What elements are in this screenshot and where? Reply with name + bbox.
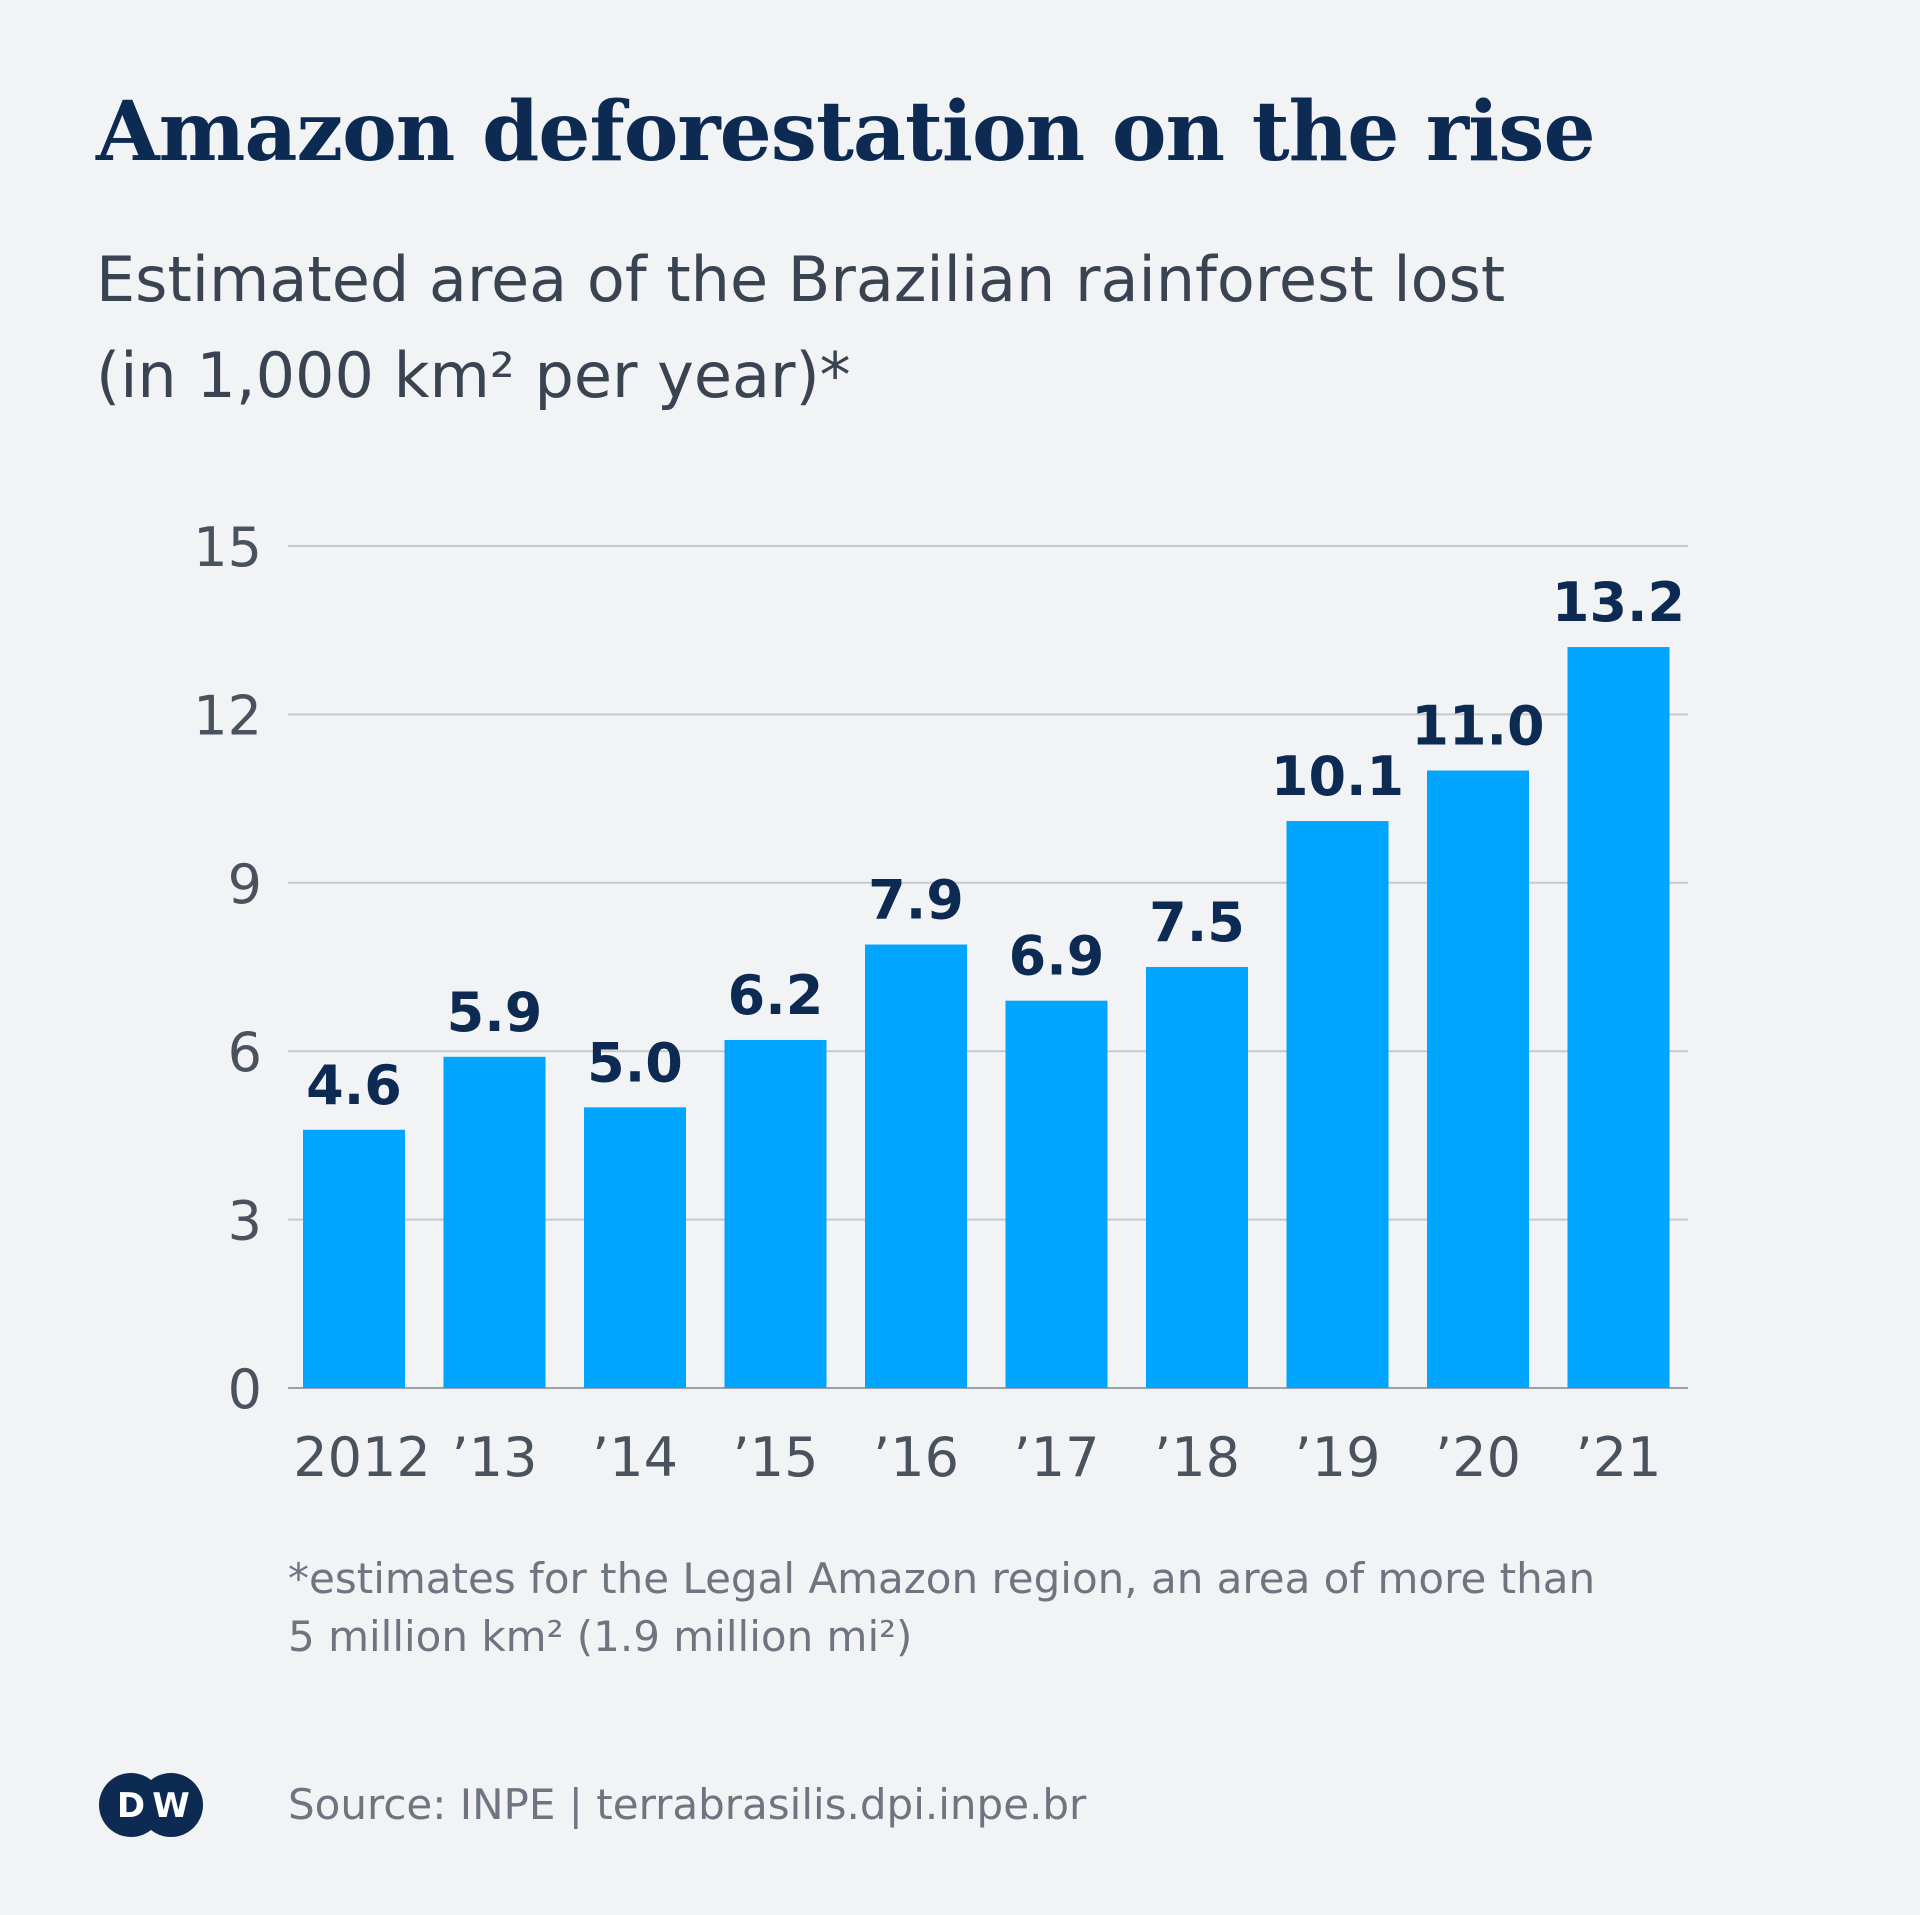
data-labels: 4.6 5.9 5.0 6.2 7.9 6.9 7.5 10.111.013.2 <box>306 571 1685 1117</box>
y-tick-label: 9 <box>228 853 262 916</box>
bar <box>1286 821 1389 1388</box>
footnote-line-1: *estimates for the Legal Amazon region, … <box>288 1554 1596 1603</box>
data-label: 6.2 <box>728 964 824 1027</box>
data-label: 6.9 <box>1009 925 1105 988</box>
y-tick-label: 6 <box>228 1021 262 1084</box>
data-label: 11.0 <box>1411 695 1544 758</box>
subtitle-line-2: (in 1,000 km² per year)* <box>96 339 851 412</box>
x-tick-label: ’14 <box>592 1426 678 1489</box>
subtitle-line-1: Estimated area of the Brazilian rainfore… <box>96 243 1506 316</box>
data-label: 10.1 <box>1271 745 1404 808</box>
data-label: 5.9 <box>447 981 543 1044</box>
bars <box>303 647 1670 1388</box>
y-tick-label: 3 <box>228 1190 262 1253</box>
x-tick-label: ’17 <box>1014 1426 1100 1489</box>
bar <box>865 944 967 1388</box>
bar <box>584 1107 686 1388</box>
data-label: 5.0 <box>587 1031 683 1094</box>
x-axis-ticks: 2012 ’13 ’14 ’15 ’16 ’17 ’18 ’19 ’20 ’21 <box>293 1426 1661 1489</box>
x-tick-label: 2012 <box>293 1426 430 1489</box>
data-label: 4.6 <box>306 1054 402 1117</box>
bar <box>1146 967 1248 1388</box>
x-tick-label: ’13 <box>452 1426 538 1489</box>
y-axis-ticks: 0 3 6 9 12 15 <box>193 516 262 1421</box>
bar <box>303 1129 405 1388</box>
footnote-line-2: 5 million km² (1.9 million mi²) <box>288 1612 913 1661</box>
svg-text:W: W <box>152 1786 190 1826</box>
data-label: 13.2 <box>1552 571 1685 634</box>
x-tick-label: ’18 <box>1154 1426 1240 1489</box>
bar-chart: 0 3 6 9 12 15 4.6 5.9 5.0 6.2 7.9 6.9 7.5 10.111.013… <box>193 516 1688 1489</box>
y-tick-label: 12 <box>193 684 262 747</box>
x-tick-label: ’19 <box>1295 1426 1381 1489</box>
data-label: 7.5 <box>1149 891 1245 954</box>
bar <box>1567 647 1670 1388</box>
x-tick-label: ’20 <box>1435 1426 1521 1489</box>
bar <box>724 1039 827 1388</box>
y-tick-label: 0 <box>228 1358 262 1421</box>
bar <box>1427 770 1529 1388</box>
chart-title: Amazon deforestation on the rise <box>96 84 1596 180</box>
bar <box>443 1056 546 1388</box>
chart-subtitle: Estimated area of the Brazilian rainfore… <box>96 232 1746 424</box>
source-text: Source: INPE | terrabrasilis.dpi.inpe.br <box>288 1780 1087 1829</box>
x-tick-label: ’21 <box>1576 1426 1662 1489</box>
footnote: *estimates for the Legal Amazon region, … <box>288 1550 1688 1666</box>
dw-logo: D W <box>99 1773 203 1837</box>
x-tick-label: ’16 <box>873 1426 959 1489</box>
x-tick-label: ’15 <box>733 1426 819 1489</box>
svg-text:D: D <box>117 1786 145 1826</box>
bar <box>1005 1000 1108 1388</box>
y-tick-label: 15 <box>193 516 262 579</box>
data-label: 7.9 <box>868 869 964 932</box>
